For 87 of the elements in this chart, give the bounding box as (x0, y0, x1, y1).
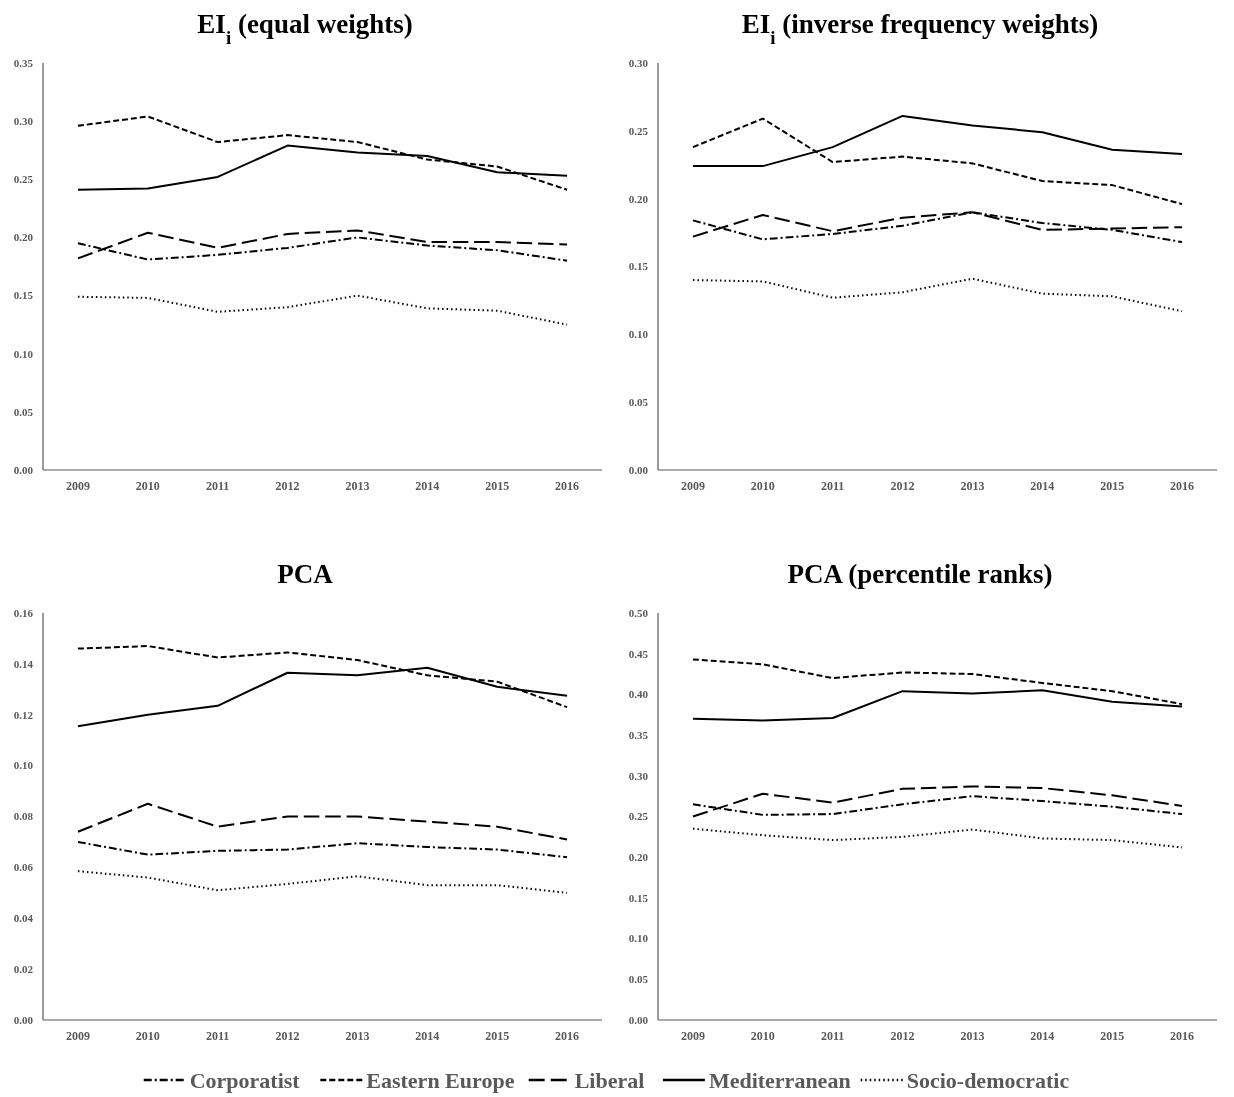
y-tick-label: 0.05 (13, 405, 34, 418)
y-tick-label: 0.06 (13, 861, 34, 874)
line-series (76, 802, 569, 841)
x-tick-label: 2016 (1170, 1029, 1195, 1043)
line-series (76, 115, 569, 191)
legend-label: Mediterranean (708, 1067, 851, 1093)
x-tick-label: 2011 (821, 479, 845, 493)
legend-label: Corporatist (189, 1067, 301, 1093)
x-tick-label: 2010 (750, 479, 775, 493)
x-tick-label: 2014 (1030, 479, 1055, 493)
y-tick-label: 0.08 (13, 810, 34, 823)
y-tick-label: 0.20 (628, 192, 649, 205)
x-tick-label: 2012 (275, 1029, 300, 1043)
y-tick-label: 0.02 (13, 962, 34, 975)
x-tick-label: 2014 (1030, 1029, 1055, 1043)
line-series (76, 229, 569, 260)
x-tick-label: 2010 (135, 479, 160, 493)
chart-title: PCA (percentile ranks) (787, 559, 1053, 589)
y-tick-label: 0.00 (628, 1013, 649, 1026)
y-tick-label: 0.05 (628, 396, 649, 409)
y-tick-label: 0.40 (628, 688, 649, 701)
x-tick-label: 2013 (345, 479, 370, 493)
y-tick-label: 0.12 (13, 708, 34, 721)
x-tick-label: 2014 (415, 1029, 440, 1043)
x-tick-label: 2016 (555, 479, 580, 493)
x-tick-label: 2013 (960, 1029, 985, 1043)
x-tick-label: 2010 (750, 1029, 775, 1043)
legend-label: Socio-democratic (906, 1067, 1070, 1093)
y-tick-label: 0.45 (628, 647, 649, 660)
x-tick-label: 2013 (345, 1029, 370, 1043)
y-tick-label: 0.35 (13, 56, 34, 69)
y-tick-label: 0.15 (628, 260, 649, 273)
y-tick-label: 0.25 (628, 810, 649, 823)
x-tick-label: 2009 (65, 1029, 90, 1043)
y-tick-label: 0.10 (13, 347, 34, 360)
x-tick-label: 2014 (415, 479, 440, 493)
x-tick-label: 2010 (135, 1029, 160, 1043)
x-tick-label: 2009 (65, 479, 90, 493)
y-tick-label: 0.00 (13, 1013, 34, 1026)
y-tick-label: 0.10 (628, 328, 649, 341)
x-tick-label: 2015 (1100, 1029, 1125, 1043)
y-tick-label: 0.10 (13, 759, 34, 772)
y-tick-label: 0.20 (628, 851, 649, 864)
x-tick-label: 2015 (1100, 479, 1125, 493)
y-tick-label: 0.14 (13, 657, 34, 670)
y-tick-label: 0.00 (628, 463, 649, 476)
y-tick-label: 0.25 (13, 173, 34, 186)
y-tick-label: 0.25 (628, 124, 649, 137)
line-series (691, 827, 1184, 849)
y-tick-label: 0.04 (13, 912, 34, 925)
line-series (76, 294, 569, 326)
x-tick-label: 2012 (275, 479, 300, 493)
x-tick-label: 2015 (485, 1029, 510, 1043)
legend-label: Eastern Europe (366, 1067, 515, 1093)
chart-title: EI$_{i}$ (equal weights) (197, 9, 413, 48)
x-tick-label: 2013 (960, 479, 985, 493)
y-tick-label: 0.30 (628, 769, 649, 782)
x-tick-label: 2016 (555, 1029, 580, 1043)
y-tick-label: 0.20 (13, 231, 34, 244)
line-series (691, 785, 1184, 818)
chart-title: PCA (277, 559, 334, 589)
y-tick-label: 0.50 (628, 606, 649, 619)
line-series (76, 870, 569, 894)
y-tick-label: 0.05 (628, 973, 649, 986)
x-tick-label: 2009 (680, 479, 705, 493)
x-tick-label: 2009 (680, 1029, 705, 1043)
x-tick-label: 2011 (206, 1029, 230, 1043)
x-tick-label: 2011 (821, 1029, 845, 1043)
y-tick-label: 0.30 (628, 56, 649, 69)
line-series (691, 117, 1184, 206)
legend-label: Liberal (574, 1067, 645, 1093)
y-tick-label: 0.30 (13, 114, 34, 127)
y-tick-label: 0.35 (628, 728, 649, 741)
y-tick-label: 0.15 (628, 891, 649, 904)
chart-title: EI$_{i}$ (inverse frequency weights) (741, 9, 1099, 48)
line-series (691, 277, 1184, 313)
x-tick-label: 2015 (485, 479, 510, 493)
y-tick-label: 0.16 (13, 606, 34, 619)
y-tick-label: 0.00 (13, 463, 34, 476)
line-series (691, 211, 1184, 244)
y-tick-label: 0.10 (628, 932, 649, 945)
x-tick-label: 2012 (890, 1029, 915, 1043)
x-tick-label: 2016 (1170, 479, 1195, 493)
y-tick-label: 0.15 (13, 289, 34, 302)
x-tick-label: 2012 (890, 479, 915, 493)
x-tick-label: 2011 (206, 479, 230, 493)
line-series (76, 840, 569, 859)
